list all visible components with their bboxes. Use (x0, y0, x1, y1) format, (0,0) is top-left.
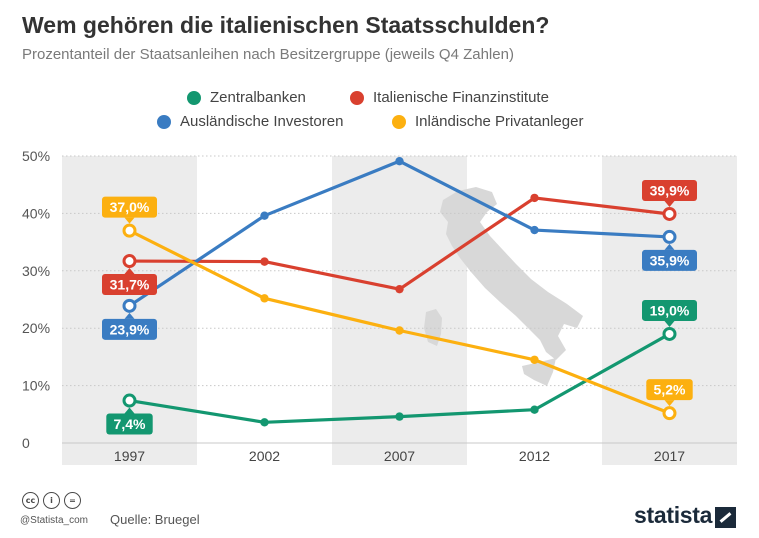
legend-label-privatanleger: Inländische Privatanleger (415, 113, 584, 130)
y-tick-label: 50% (22, 148, 50, 164)
data-label-text: 39,9% (650, 182, 690, 198)
cc-license-icon: cc (22, 492, 39, 509)
legend-label-zentralbanken: Zentralbanken (210, 89, 306, 106)
chart-lines (122, 156, 677, 427)
data-label-zentralbanken: 19,0% (642, 299, 697, 327)
legend-label-finanzinstitute: Italienische Finanzinstitute (373, 89, 549, 106)
x-tick-label: 2012 (519, 448, 550, 464)
data-point-zentralbanken (662, 326, 677, 341)
data-point-inlaendische-privatanleger (530, 355, 539, 364)
data-label-auslaendische-investoren: 35,9% (642, 243, 697, 271)
legend-dot-auslaendische (157, 114, 171, 129)
y-tick-label: 40% (22, 205, 50, 221)
data-point-inlaendische-privatanleger (662, 406, 677, 421)
legend-label-auslaendische: Ausländische Investoren (180, 113, 344, 130)
x-axis: 1997 2002 2007 2012 2017 (114, 448, 685, 464)
data-point-auslaendische-investoren (395, 156, 404, 166)
data-point-auslaendische-investoren (530, 225, 539, 235)
data-label-auslaendische-investoren: 23,9% (102, 312, 157, 340)
chart-subtitle: Prozentanteil der Staatsanleihen nach Be… (22, 46, 514, 63)
data-label-text: 35,9% (650, 252, 690, 268)
data-point-italienische-finanzinstitute (122, 254, 137, 269)
data-label-box (106, 413, 153, 435)
x-tick-label: 1997 (114, 448, 145, 464)
data-label-box (102, 318, 157, 340)
data-point-zentralbanken (530, 405, 539, 414)
data-point-inlaendische-privatanleger (395, 326, 404, 335)
data-point-italienische-finanzinstitute (662, 206, 677, 221)
data-point-italienische-finanzinstitute (260, 257, 269, 266)
data-label-pointer (124, 217, 135, 224)
data-point-italienische-finanzinstitute (395, 284, 404, 294)
legend-item-finanzinstitute: Italienische Finanzinstitute (350, 89, 549, 106)
source-note: Quelle: Bruegel (110, 512, 200, 527)
x-tick-label: 2017 (654, 448, 685, 464)
y-tick-label: 10% (22, 378, 50, 394)
data-label-pointer (664, 243, 675, 250)
data-label-pointer (124, 312, 135, 319)
data-label-box (102, 196, 157, 218)
data-label-italienische-finanzinstitute: 31,7% (102, 268, 157, 296)
legend-dot-finanzinstitute (350, 90, 364, 105)
data-label-pointer (664, 400, 675, 407)
legend-item-zentralbanken: Zentralbanken (187, 89, 306, 106)
data-label-text: 31,7% (110, 277, 150, 293)
legend-dot-privatanleger (392, 114, 406, 129)
data-label-pointer (124, 407, 135, 414)
no-derivatives-icon: = (64, 492, 81, 509)
legend-item-privatanleger: Inländische Privatanleger (392, 113, 583, 130)
data-point-inlaendische-privatanleger (122, 223, 137, 238)
chart-data-labels: 7,4% 19,0% 31,7% 39,9% 23,9% 35,9% 37,0% 5,2% (102, 179, 697, 435)
x-tick-label: 2007 (384, 448, 415, 464)
statista-handle: @Statista_com (20, 515, 88, 526)
brand-name: statista (634, 502, 713, 528)
data-label-pointer (664, 200, 675, 207)
data-point-zentralbanken (395, 412, 404, 421)
data-point-zentralbanken (260, 418, 269, 427)
data-label-box (642, 299, 697, 321)
data-point-zentralbanken (122, 393, 137, 408)
data-label-text: 23,9% (110, 321, 150, 337)
data-point-inlaendische-privatanleger (260, 294, 269, 303)
data-label-text: 5,2% (654, 382, 686, 398)
x-tick-label: 2002 (249, 448, 280, 464)
data-label-box (642, 249, 697, 271)
chart-title: Wem gehören die italienischen Staatsschu… (22, 12, 550, 38)
y-tick-label: 30% (22, 263, 50, 279)
data-label-box (646, 379, 693, 401)
data-label-text: 19,0% (650, 302, 690, 318)
data-label-italienische-finanzinstitute: 39,9% (642, 179, 697, 207)
data-point-auslaendische-investoren (260, 211, 269, 220)
data-label-box (102, 274, 157, 296)
attribution-icon: i (43, 492, 60, 509)
line-chart: 0 10% 20% 30% 40% 50% 1997 2002 2007 2012 2017 7,… (22, 148, 737, 465)
data-label-zentralbanken: 7,4% (106, 407, 153, 435)
data-point-italienische-finanzinstitute (530, 193, 539, 203)
legend-item-auslaendische: Ausländische Investoren (157, 113, 343, 130)
statista-logo: statista (634, 502, 737, 529)
data-point-auslaendische-investoren (122, 298, 137, 313)
y-axis: 0 10% 20% 30% 40% 50% (22, 148, 50, 451)
data-label-text: 37,0% (110, 199, 150, 215)
license-icons: cc i = (22, 492, 81, 509)
data-label-text: 7,4% (114, 416, 146, 432)
data-label-inlaendische-privatanleger: 37,0% (102, 196, 157, 224)
italy-map-icon (440, 187, 583, 360)
data-label-inlaendische-privatanleger: 5,2% (646, 379, 693, 407)
legend-dot-zentralbanken (187, 90, 201, 105)
y-tick-label: 0 (22, 435, 30, 451)
data-point-auslaendische-investoren (662, 229, 677, 244)
data-label-pointer (664, 320, 675, 327)
y-tick-label: 20% (22, 320, 50, 336)
data-label-box (642, 179, 697, 201)
statista-logo-icon (715, 506, 737, 528)
data-label-pointer (124, 268, 135, 275)
